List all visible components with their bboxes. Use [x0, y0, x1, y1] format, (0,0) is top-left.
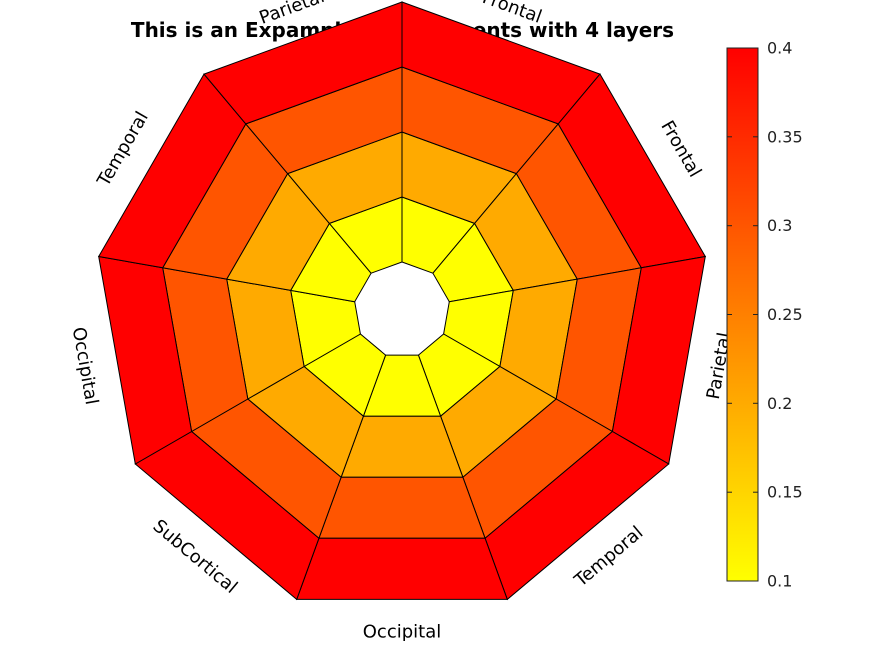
- colorbar-tick-label: 0.2: [767, 394, 792, 413]
- colorbar: 0.1 0.15 0.2 0.25 0.3 0.35 0.4: [726, 39, 803, 591]
- segment-label-9: Parietal: [257, 0, 328, 29]
- colorbar-tick-label: 0.35: [767, 127, 803, 146]
- colorbar-tick-label: 0.15: [767, 483, 803, 502]
- colorbar-tick-label: 0.1: [767, 572, 792, 591]
- segment-9-layer-4: [203, 1, 403, 125]
- segment-label-7: Occipital: [68, 325, 102, 406]
- colorbar-ticks: 0.1 0.15 0.2 0.25 0.3 0.35 0.4: [727, 39, 803, 591]
- segment-rings: [97, 1, 707, 601]
- segment-label-5: Occipital: [363, 622, 441, 643]
- segment-label-2: Frontal: [656, 117, 705, 181]
- colorbar-tick-label: 0.4: [767, 39, 792, 58]
- segment-5-layer-3: [318, 476, 486, 539]
- segment-label-1: Frontal: [480, 0, 545, 28]
- colorbar-tick-label: 0.3: [767, 216, 792, 235]
- colorbar-tick-label: 0.25: [767, 305, 803, 324]
- colorbar-gradient: [726, 47, 759, 582]
- segment-5-layer-4: [295, 537, 509, 600]
